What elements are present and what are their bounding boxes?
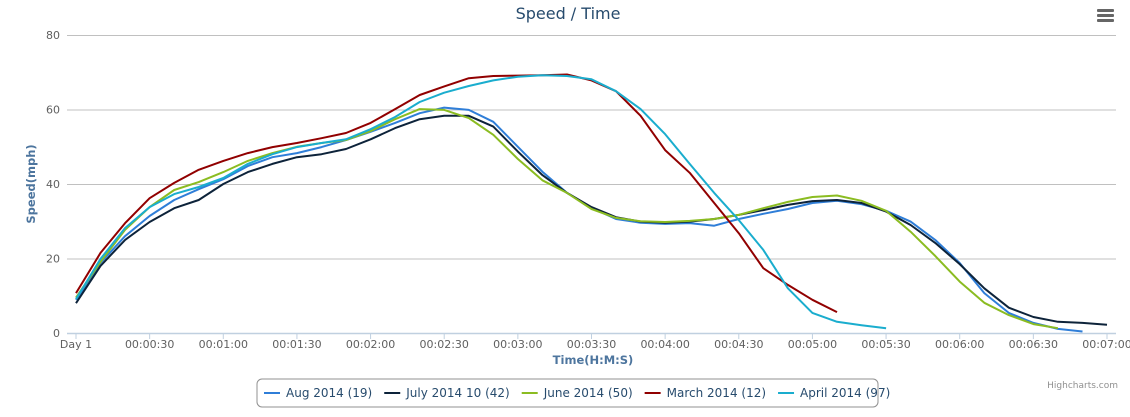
legend-item-3[interactable]: March 2014 (12) (644, 386, 766, 400)
legend-label: March 2014 (12) (667, 386, 766, 400)
x-tick-label: 00:02:00 (346, 338, 395, 351)
y-tick-label: 20 (46, 253, 60, 266)
y-tick-label: 80 (46, 29, 60, 42)
legend-item-2[interactable]: June 2014 (50) (521, 386, 633, 400)
legend-label: Aug 2014 (19) (286, 386, 372, 400)
x-tick-label: 00:05:00 (788, 338, 837, 351)
x-tick-label: 00:06:00 (935, 338, 984, 351)
gridlines (67, 35, 1116, 260)
legend-box (256, 378, 879, 408)
y-tick-label: 60 (46, 104, 60, 117)
legend-label: June 2014 (50) (543, 386, 633, 400)
context-menu-button[interactable] (1094, 6, 1118, 26)
series-lines (75, 73, 1108, 333)
series-line-3[interactable] (75, 73, 838, 313)
legend-item-4[interactable]: April 2014 (97) (778, 386, 890, 400)
legend-item-1[interactable]: July 2014 10 (42) (384, 386, 510, 400)
x-tick-label: 00:00:30 (125, 338, 174, 351)
x-tick-label: Day 1 (60, 338, 92, 351)
x-tick-label: 00:06:30 (1009, 338, 1058, 351)
series-line-1[interactable] (75, 114, 1108, 326)
x-tick-label: 00:02:30 (420, 338, 469, 351)
legend: Aug 2014 (19) July 2014 10 (42) June 2014 … (264, 386, 890, 400)
x-tick-label: 00:07:00 (1082, 338, 1130, 351)
highcharts-credit[interactable]: Highcharts.com (1047, 381, 1118, 391)
y-axis-title: Speed(mph) (24, 144, 38, 223)
chart-title: Speed / Time (516, 4, 621, 23)
x-tick-label: 00:01:00 (199, 338, 248, 351)
x-axis-ticks: Day 1 00:00:30 00:01:00 00:01:30 00:02:00 00:… (60, 334, 1130, 351)
legend-item-0[interactable]: Aug 2014 (19) (264, 386, 372, 400)
series-line-0[interactable] (75, 106, 1083, 333)
legend-label: April 2014 (97) (800, 386, 890, 400)
x-tick-label: 00:04:00 (640, 338, 689, 351)
x-tick-label: 00:05:30 (861, 338, 910, 351)
y-axis-ticks: 0 20 40 60 80 (46, 29, 60, 340)
legend-label: July 2014 10 (42) (405, 386, 509, 400)
x-axis-title: Time(H:M:S) (553, 353, 634, 367)
series-line-4[interactable] (75, 74, 887, 330)
y-tick-label: 0 (53, 327, 60, 340)
x-tick-label: 00:01:30 (272, 338, 321, 351)
series-line-2[interactable] (75, 108, 1059, 330)
x-tick-label: 00:03:30 (567, 338, 616, 351)
x-tick-label: 00:04:30 (714, 338, 763, 351)
hamburger-menu-icon (1097, 9, 1114, 22)
y-tick-label: 40 (46, 178, 60, 191)
x-tick-label: 00:03:00 (493, 338, 542, 351)
